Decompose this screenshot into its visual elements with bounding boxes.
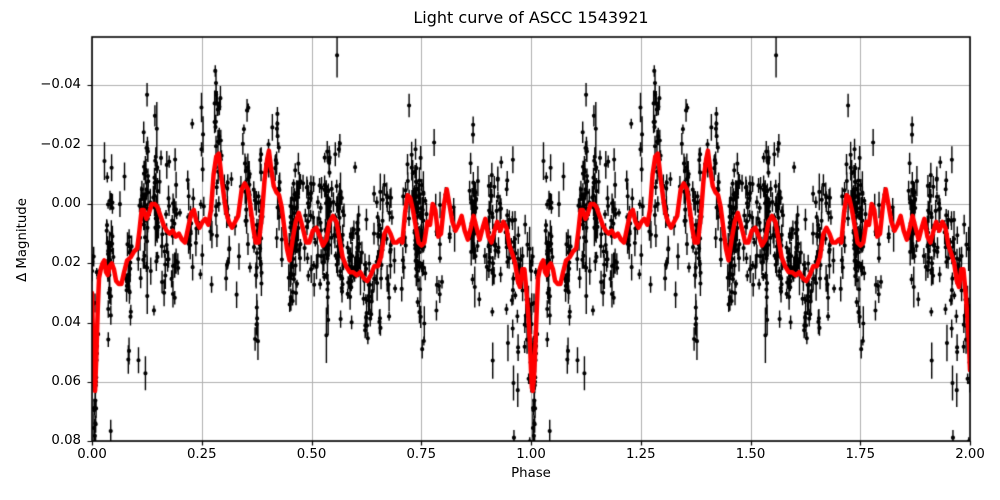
x-axis-label: Phase <box>511 466 551 481</box>
y-tick-label: −0.04 <box>40 77 81 93</box>
y-tick-label: −0.02 <box>40 136 81 152</box>
x-tick-label: 0.75 <box>406 447 437 462</box>
x-tick-label: 0.00 <box>77 447 107 462</box>
y-tick-label: 0.06 <box>51 373 81 389</box>
x-tick-label: 2.00 <box>955 447 985 462</box>
y-tick-label: 0.04 <box>51 314 81 330</box>
x-tick-label: 1.50 <box>735 447 766 462</box>
y-tick-label: 0.00 <box>51 196 81 211</box>
y-tick-label: 0.08 <box>51 433 81 449</box>
chart-title: Light curve of ASCC 1543921 <box>413 8 649 27</box>
x-tick-label: 1.75 <box>845 447 876 462</box>
x-tick-label: 1.25 <box>625 447 656 462</box>
x-tick-label: 0.50 <box>296 447 327 462</box>
x-tick-label: 0.25 <box>186 447 217 462</box>
x-tick-label: 1.00 <box>516 447 546 462</box>
y-tick-label: 0.02 <box>51 255 81 271</box>
